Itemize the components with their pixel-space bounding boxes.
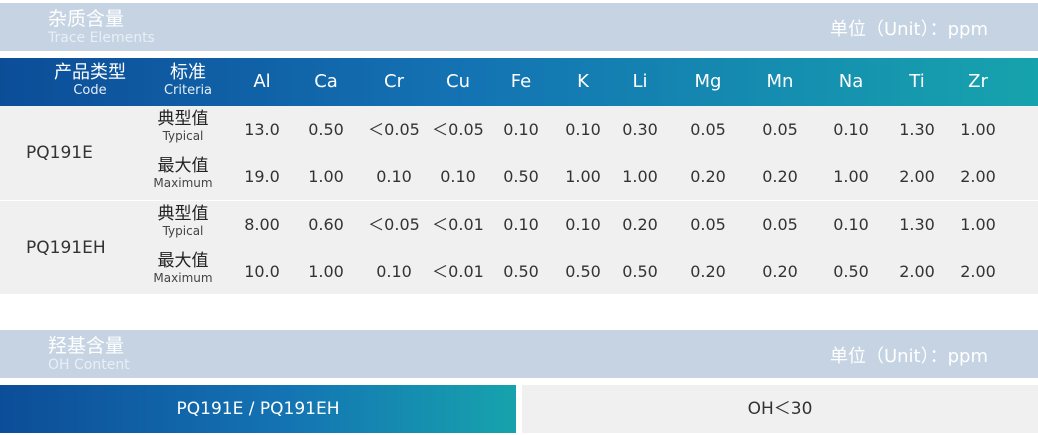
value-cell: 0.60 xyxy=(308,215,344,234)
table-row: 典型值 Typical 13.0 0.50 ＜0.05 ＜0.05 0.10 0… xyxy=(0,106,1038,153)
criteria-en: Maximum xyxy=(153,271,213,285)
header-element: K xyxy=(577,71,589,92)
header-criteria-en: Criteria xyxy=(163,83,213,98)
header-element: Mg xyxy=(694,71,722,92)
value-cell: 1.00 xyxy=(960,120,996,139)
product-code: PQ191EH xyxy=(26,238,106,258)
criteria-en: Typical xyxy=(162,129,204,143)
value-cell: 0.20 xyxy=(690,167,726,186)
value-cell: 0.10 xyxy=(565,120,601,139)
value-cell: 2.00 xyxy=(899,262,935,281)
value-cell: 0.10 xyxy=(503,120,539,139)
trace-elements-title: 杂质含量 xyxy=(48,8,125,30)
value-cell: 10.0 xyxy=(244,262,280,281)
value-cell: 8.00 xyxy=(244,215,280,234)
value-cell: 0.05 xyxy=(690,215,726,234)
oh-product-cell: PQ191E / PQ191EH xyxy=(0,385,516,433)
criteria-en: Typical xyxy=(162,224,204,238)
header-element: Fe xyxy=(510,71,532,92)
header-element: Al xyxy=(253,71,271,92)
value-cell: ＜0.05 xyxy=(368,120,420,139)
value-cell: 1.30 xyxy=(899,215,935,234)
oh-content-title: 羟基含量 xyxy=(48,335,125,357)
table-row: 最大值 Maximum 19.0 1.00 0.10 0.10 0.50 1.0… xyxy=(0,153,1038,200)
trace-elements-header: 杂质含量 Trace Elements 单位（Unit）：ppm xyxy=(0,3,1038,51)
value-cell: 0.10 xyxy=(376,167,412,186)
header-element: Cu xyxy=(446,71,470,92)
value-cell: 0.05 xyxy=(762,215,798,234)
value-cell: 1.30 xyxy=(899,120,935,139)
header-criteria-zh: 标准 xyxy=(170,62,206,83)
header-element: Cr xyxy=(384,71,404,92)
product-code: PQ191E xyxy=(26,143,93,163)
value-cell: ＜0.05 xyxy=(368,215,420,234)
value-cell: 19.0 xyxy=(244,167,280,186)
value-cell: 0.50 xyxy=(622,262,658,281)
oh-content-unit: 单位（Unit）：ppm xyxy=(829,346,988,367)
value-cell: 0.05 xyxy=(690,120,726,139)
header-element: Zr xyxy=(968,71,988,92)
value-cell: 0.20 xyxy=(762,167,798,186)
oh-value-cell: OH＜30 xyxy=(522,385,1038,433)
oh-content-header: 羟基含量 OH Content 单位（Unit）：ppm xyxy=(0,330,1038,378)
criteria-en: Maximum xyxy=(153,176,213,190)
header-code: 产品类型 Code xyxy=(40,58,140,106)
product-group: PQ191E 典型值 Typical 13.0 0.50 ＜0.05 ＜0.05… xyxy=(0,106,1038,200)
value-cell: 0.20 xyxy=(762,262,798,281)
value-cell: 0.50 xyxy=(503,262,539,281)
value-cell: 0.30 xyxy=(622,120,658,139)
value-cell: 1.00 xyxy=(960,215,996,234)
table-row: 典型值 Typical 8.00 0.60 ＜0.05 ＜0.01 0.10 0… xyxy=(0,201,1038,248)
value-cell: 0.10 xyxy=(376,262,412,281)
value-cell: 1.00 xyxy=(622,167,658,186)
criteria-label: 典型值 Typical xyxy=(148,204,218,239)
value-cell: 1.00 xyxy=(565,167,601,186)
trace-elements-subtitle: Trace Elements xyxy=(48,30,155,46)
header-element: Ti xyxy=(909,71,925,92)
header-element: Na xyxy=(838,71,864,92)
value-cell: 2.00 xyxy=(960,167,996,186)
oh-content-subtitle: OH Content xyxy=(48,357,130,373)
value-cell: 1.00 xyxy=(833,167,869,186)
trace-table-body: PQ191E 典型值 Typical 13.0 0.50 ＜0.05 ＜0.05… xyxy=(0,106,1038,294)
trace-table-header: 产品类型 Code 标准 Criteria Al Ca Cr Cu Fe K L… xyxy=(0,58,1038,106)
value-cell: 0.10 xyxy=(833,215,869,234)
value-cell: 1.00 xyxy=(308,262,344,281)
value-cell: 2.00 xyxy=(899,167,935,186)
value-cell: 2.00 xyxy=(960,262,996,281)
criteria-zh: 典型值 xyxy=(157,109,209,129)
header-criteria: 标准 Criteria xyxy=(148,58,228,106)
header-element: Ca xyxy=(314,71,338,92)
value-cell: 1.00 xyxy=(308,167,344,186)
criteria-zh: 最大值 xyxy=(157,251,209,271)
value-cell: 0.20 xyxy=(690,262,726,281)
criteria-label: 典型值 Typical xyxy=(148,109,218,144)
product-group: PQ191EH 典型值 Typical 8.00 0.60 ＜0.05 ＜0.0… xyxy=(0,200,1038,294)
trace-elements-unit: 单位（Unit）：ppm xyxy=(829,19,988,40)
header-element: Mn xyxy=(766,71,794,92)
value-cell: 0.50 xyxy=(565,262,601,281)
criteria-zh: 典型值 xyxy=(157,204,209,224)
value-cell: 0.05 xyxy=(762,120,798,139)
value-cell: 0.10 xyxy=(503,215,539,234)
criteria-zh: 最大值 xyxy=(157,156,209,176)
value-cell: 0.50 xyxy=(308,120,344,139)
criteria-label: 最大值 Maximum xyxy=(148,251,218,286)
value-cell: 13.0 xyxy=(244,120,280,139)
value-cell: 0.20 xyxy=(622,215,658,234)
criteria-label: 最大值 Maximum xyxy=(148,156,218,191)
value-cell: 0.10 xyxy=(833,120,869,139)
header-code-en: Code xyxy=(73,83,107,98)
value-cell: 0.50 xyxy=(503,167,539,186)
table-row: 最大值 Maximum 10.0 1.00 0.10 ＜0.01 0.50 0.… xyxy=(0,248,1038,295)
value-cell: 0.10 xyxy=(440,167,476,186)
value-cell: 0.50 xyxy=(833,262,869,281)
value-cell: ＜0.05 xyxy=(432,120,484,139)
value-cell: ＜0.01 xyxy=(432,262,484,281)
value-cell: 0.10 xyxy=(565,215,601,234)
header-code-zh: 产品类型 xyxy=(54,62,126,83)
value-cell: ＜0.01 xyxy=(432,215,484,234)
header-element: Li xyxy=(632,71,648,92)
